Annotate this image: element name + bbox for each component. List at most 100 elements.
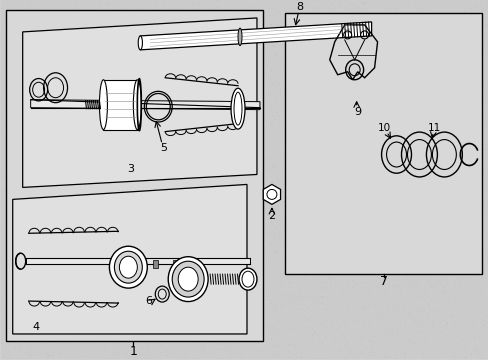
- Point: [402, 44, 409, 50]
- Point: [362, 0, 369, 5]
- Point: [190, 325, 198, 331]
- Point: [250, 2, 258, 8]
- Point: [153, 253, 161, 259]
- Point: [235, 120, 243, 126]
- Point: [72, 328, 80, 334]
- Point: [52, 86, 60, 92]
- Point: [176, 5, 183, 11]
- Point: [243, 153, 250, 159]
- Point: [79, 8, 86, 14]
- Point: [82, 163, 90, 169]
- Point: [364, 337, 371, 343]
- Point: [139, 293, 146, 298]
- Point: [318, 286, 326, 292]
- Point: [208, 5, 216, 11]
- Point: [9, 0, 17, 4]
- Point: [196, 123, 204, 129]
- Point: [430, 265, 438, 270]
- Point: [192, 178, 200, 184]
- Point: [396, 339, 404, 345]
- Point: [447, 329, 454, 335]
- Point: [249, 226, 257, 232]
- Point: [424, 208, 432, 213]
- Point: [483, 114, 488, 120]
- Point: [133, 271, 141, 276]
- Point: [290, 189, 298, 195]
- Point: [123, 96, 131, 102]
- Point: [72, 257, 80, 263]
- Point: [369, 204, 377, 210]
- Point: [103, 78, 111, 84]
- Point: [426, 201, 433, 207]
- Point: [261, 156, 268, 162]
- Point: [443, 239, 450, 245]
- Point: [374, 210, 382, 216]
- Point: [282, 39, 289, 45]
- Point: [416, 213, 424, 219]
- Point: [228, 3, 236, 9]
- Point: [367, 92, 375, 98]
- Point: [137, 46, 144, 51]
- Point: [24, 185, 32, 191]
- Point: [57, 86, 65, 92]
- Point: [243, 11, 251, 17]
- Point: [16, 333, 23, 339]
- Point: [228, 78, 236, 84]
- Point: [380, 89, 387, 95]
- Point: [281, 133, 289, 139]
- Point: [198, 74, 206, 80]
- Point: [261, 309, 269, 314]
- Point: [415, 205, 423, 211]
- Point: [122, 148, 130, 154]
- Point: [207, 246, 215, 251]
- Point: [439, 141, 447, 147]
- Point: [223, 203, 230, 208]
- Point: [425, 244, 433, 249]
- Point: [386, 228, 393, 233]
- Point: [188, 36, 196, 41]
- Point: [276, 282, 284, 288]
- Point: [55, 35, 63, 41]
- Point: [133, 322, 141, 328]
- Point: [408, 30, 416, 35]
- Point: [372, 87, 380, 93]
- Point: [276, 16, 284, 22]
- Point: [378, 276, 386, 282]
- Point: [137, 49, 145, 55]
- Point: [49, 9, 57, 15]
- Point: [84, 249, 92, 255]
- Point: [312, 3, 320, 9]
- Point: [337, 56, 345, 62]
- Point: [208, 60, 216, 66]
- Point: [322, 286, 330, 292]
- Point: [278, 122, 286, 127]
- Point: [100, 57, 107, 62]
- Point: [0, 147, 7, 153]
- Point: [38, 101, 46, 107]
- Point: [60, 202, 68, 208]
- Point: [468, 145, 476, 151]
- Point: [412, 307, 420, 312]
- Point: [458, 140, 466, 146]
- Point: [404, 53, 412, 59]
- Point: [95, 274, 102, 280]
- Point: [436, 329, 444, 334]
- Point: [463, 282, 471, 288]
- Point: [52, 173, 60, 179]
- Point: [154, 210, 162, 216]
- Point: [482, 21, 488, 27]
- Point: [72, 9, 80, 14]
- Point: [76, 256, 83, 262]
- Point: [103, 232, 111, 238]
- Point: [305, 353, 312, 359]
- Point: [264, 140, 272, 146]
- Text: 5: 5: [160, 143, 166, 153]
- Point: [103, 190, 111, 196]
- Point: [96, 236, 103, 242]
- Point: [74, 136, 82, 141]
- Point: [129, 80, 137, 86]
- Point: [482, 265, 488, 271]
- Point: [276, 85, 284, 90]
- Point: [230, 58, 238, 64]
- Point: [414, 118, 422, 123]
